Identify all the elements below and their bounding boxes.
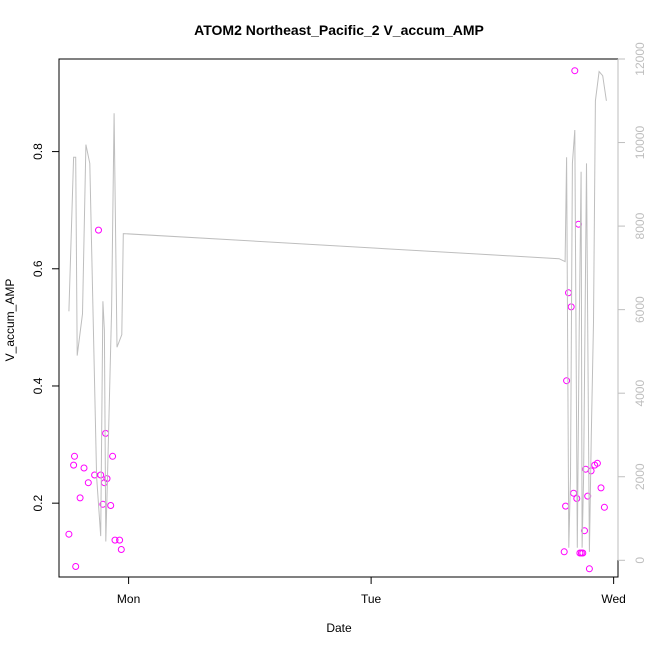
- data-point: [600, 503, 608, 511]
- chart-title: ATOM2 Northeast_Pacific_2 V_accum_AMP: [194, 22, 484, 38]
- y-axis-label: V_accum_AMP: [3, 279, 17, 362]
- y2-tick-label: 0: [633, 557, 647, 564]
- data-point: [563, 377, 571, 385]
- data-point: [76, 494, 84, 502]
- data-point: [95, 226, 102, 234]
- data-point: [80, 464, 88, 472]
- y-tick-label: 0.4: [31, 377, 45, 394]
- data-point: [111, 536, 119, 544]
- data-point: [579, 549, 587, 557]
- data-point: [585, 565, 593, 573]
- data-point: [102, 429, 110, 437]
- y2-tick-label: 12000: [633, 42, 647, 76]
- data-point: [117, 546, 125, 553]
- x-axis-label: Date: [326, 621, 352, 635]
- data-point: [97, 471, 105, 479]
- plot-frame: [58, 58, 619, 578]
- data-point: [581, 527, 588, 535]
- series-layer: [65, 67, 608, 573]
- x-tick-label: Mon: [117, 592, 140, 606]
- data-point: [593, 459, 601, 467]
- y-tick-label: 0.8: [31, 143, 45, 160]
- data-point: [70, 461, 78, 469]
- data-point: [597, 484, 605, 492]
- x-tick-label: Wed: [601, 592, 625, 606]
- data-point: [109, 452, 117, 460]
- data-point: [565, 289, 572, 297]
- y2-tick-label: 8000: [633, 212, 647, 239]
- data-point: [65, 530, 73, 538]
- data-point: [84, 479, 92, 487]
- y2-tick-label: 2000: [633, 463, 647, 490]
- data-point: [562, 502, 570, 510]
- x-tick-label: Tue: [361, 592, 382, 606]
- y-tick-label: 0.6: [31, 260, 45, 277]
- data-point: [72, 563, 80, 570]
- y2-tick-label: 4000: [633, 380, 647, 407]
- series-line: [68, 70, 607, 552]
- y2-tick-label: 6000: [633, 296, 647, 323]
- data-point: [107, 502, 115, 509]
- data-point: [116, 536, 124, 544]
- data-point: [560, 548, 568, 556]
- y-tick-label: 0.2: [31, 495, 45, 512]
- axes-layer: Mon Tue Wed 0.2 0.4 0.6 0.8 0 2000 4000 6000 8000 10…: [31, 42, 647, 606]
- data-point: [571, 67, 579, 75]
- y2-tick-label: 10000: [633, 126, 647, 160]
- data-point: [71, 452, 78, 460]
